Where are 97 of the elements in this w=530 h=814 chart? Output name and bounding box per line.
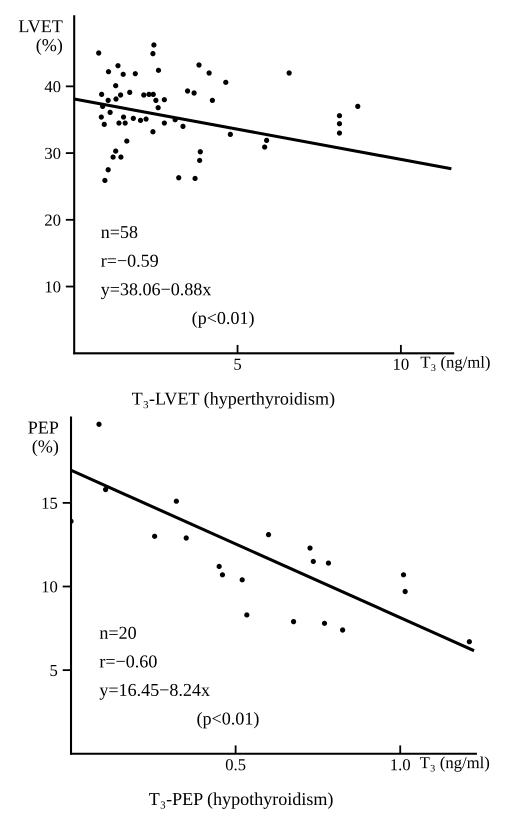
y-tick-label: 40 — [44, 81, 60, 92]
point — [162, 97, 167, 102]
y-tick-label: 15 — [42, 498, 58, 509]
point — [322, 620, 328, 626]
point — [336, 130, 342, 136]
x-axis-title: T₃ (ng/ml) — [420, 356, 490, 372]
y-axis-title: LVET (%) — [18, 20, 63, 55]
point — [326, 560, 332, 566]
point — [150, 129, 156, 134]
point — [151, 42, 157, 48]
point — [184, 88, 190, 94]
point — [124, 138, 130, 144]
point — [156, 68, 162, 73]
point — [156, 105, 161, 110]
point — [402, 588, 408, 594]
point — [228, 132, 233, 137]
point — [106, 167, 111, 172]
point — [108, 110, 113, 115]
point — [138, 118, 144, 123]
annotation: n=58 — [101, 226, 138, 238]
x-tick-label: 1.0 — [391, 759, 410, 770]
point — [180, 124, 186, 129]
point — [286, 70, 292, 76]
point — [197, 158, 202, 164]
point — [244, 612, 250, 618]
point — [102, 122, 107, 127]
point — [198, 149, 203, 154]
point — [216, 564, 222, 570]
point — [191, 90, 197, 96]
point — [196, 62, 202, 68]
point — [310, 558, 316, 564]
point — [99, 92, 104, 97]
y-tick-label: 10 — [42, 581, 58, 592]
annotation: y=38.06−0.88x — [100, 283, 212, 300]
point — [355, 104, 360, 109]
x-axis-title: T₃ (ng/ml) — [420, 756, 490, 772]
point — [102, 178, 108, 184]
text: T₃-LVET (hyperthyroidism) — [132, 392, 334, 408]
point — [130, 116, 136, 121]
point — [96, 422, 102, 427]
point — [106, 98, 111, 103]
text: T₃-PEP (hypothyroidism) — [149, 792, 333, 809]
point — [223, 80, 228, 85]
point — [206, 70, 212, 76]
point — [264, 138, 270, 143]
point — [120, 114, 126, 120]
point — [174, 498, 179, 504]
point — [110, 154, 116, 160]
point — [116, 120, 122, 126]
point — [118, 92, 124, 98]
point — [210, 98, 215, 103]
point — [118, 154, 124, 160]
point — [143, 116, 149, 122]
point — [184, 535, 189, 541]
point — [466, 639, 472, 644]
point — [290, 619, 296, 624]
annotation: r=−0.59 — [101, 254, 158, 267]
point — [150, 51, 156, 56]
point — [336, 113, 342, 118]
x-tick-label: 0.5 — [226, 759, 246, 770]
point — [153, 98, 158, 103]
y-tick-label: 20 — [45, 214, 60, 226]
point — [340, 627, 346, 633]
point — [113, 96, 119, 102]
point — [115, 63, 121, 68]
point — [132, 71, 138, 76]
point — [98, 114, 104, 120]
point — [102, 486, 108, 492]
point — [113, 83, 118, 88]
point — [307, 545, 313, 551]
point — [96, 50, 102, 56]
annotation: (p<0.01) — [197, 712, 259, 728]
point — [113, 148, 118, 154]
point — [127, 90, 132, 95]
point — [262, 144, 268, 150]
point — [240, 577, 245, 582]
point — [220, 572, 226, 578]
point — [106, 69, 112, 74]
point — [336, 121, 342, 126]
annotation: n=20 — [100, 626, 136, 639]
annotation: r=−0.60 — [100, 655, 157, 668]
point — [162, 120, 167, 126]
y-axis-title: PEP (%) — [28, 422, 58, 456]
point — [266, 532, 272, 538]
point — [120, 72, 126, 77]
point — [400, 572, 406, 578]
point — [152, 534, 158, 539]
annotation: (p<0.01) — [192, 311, 254, 328]
y-tick-label: 10 — [46, 281, 60, 292]
point — [192, 176, 198, 182]
y-tick-label: 5 — [50, 665, 58, 676]
point — [122, 120, 128, 126]
y-tick-label: 30 — [45, 148, 60, 160]
point — [150, 92, 156, 97]
annotation: y=16.45−8.24x — [100, 684, 210, 700]
point — [141, 92, 146, 98]
point — [176, 175, 182, 180]
